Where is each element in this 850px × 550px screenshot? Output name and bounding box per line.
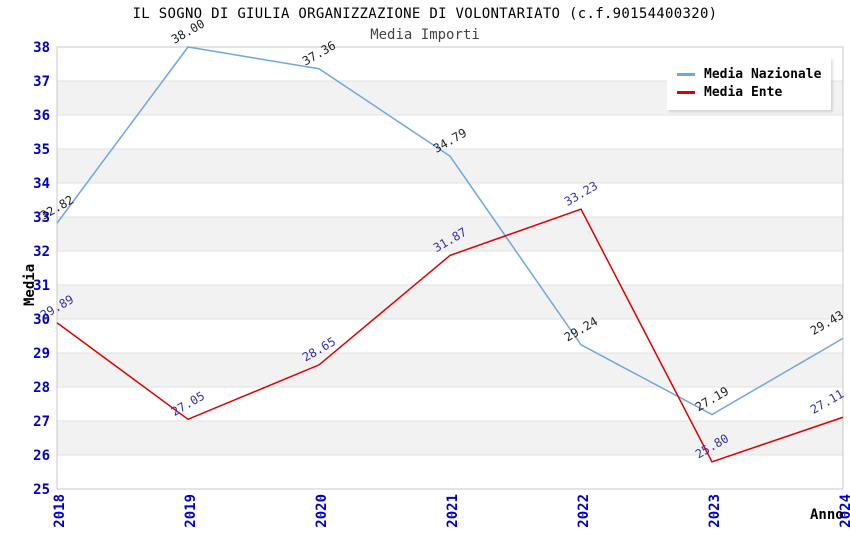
y-tick-label: 32 bbox=[33, 244, 50, 260]
y-tick-label: 38 bbox=[33, 40, 50, 56]
y-tick-label: 27 bbox=[33, 414, 50, 430]
y-tick-label: 34 bbox=[33, 176, 50, 192]
x-axis-title: Anno bbox=[810, 507, 844, 523]
y-tick-label: 25 bbox=[33, 482, 50, 498]
legend: Media Nazionale Media Ente bbox=[667, 57, 832, 110]
value-label: 37.36 bbox=[300, 38, 338, 68]
value-label: 27.11 bbox=[808, 387, 846, 417]
y-tick-label: 35 bbox=[33, 142, 50, 158]
legend-line-swatch-blue bbox=[677, 73, 695, 76]
plot-band bbox=[57, 217, 843, 251]
y-tick-label: 37 bbox=[33, 74, 50, 90]
legend-label: Media Nazionale bbox=[704, 67, 822, 82]
y-tick-label: 31 bbox=[33, 278, 50, 294]
x-tick-label: 2021 bbox=[445, 494, 461, 528]
x-tick-label: 2020 bbox=[314, 494, 330, 528]
x-tick-label: 2018 bbox=[52, 494, 68, 528]
series-line-media-nazionale bbox=[56, 46, 844, 416]
y-tick-label: 26 bbox=[33, 448, 50, 464]
y-tick-label: 33 bbox=[33, 210, 50, 226]
x-tick-label: 2024 bbox=[838, 494, 850, 528]
series-line-media-ente bbox=[56, 208, 844, 463]
legend-item-media-nazionale: Media Nazionale bbox=[677, 67, 821, 82]
plot-band bbox=[57, 149, 843, 183]
value-label: 38.00 bbox=[169, 16, 207, 46]
x-tick-label: 2019 bbox=[183, 494, 199, 528]
legend-item-media-ente: Media Ente bbox=[677, 85, 821, 100]
y-tick-label: 29 bbox=[33, 346, 50, 362]
y-tick-label: 30 bbox=[33, 312, 50, 328]
legend-label: Media Ente bbox=[704, 85, 783, 100]
y-tick-label: 36 bbox=[33, 108, 50, 124]
plot-border bbox=[56, 46, 844, 490]
y-tick-label: 28 bbox=[33, 380, 50, 396]
legend-line-swatch-red bbox=[677, 91, 695, 94]
value-label: 27.19 bbox=[693, 384, 731, 414]
plot-band bbox=[57, 421, 843, 455]
y-axis-title: Media bbox=[22, 263, 38, 306]
x-tick-label: 2022 bbox=[576, 494, 592, 528]
x-tick-label: 2023 bbox=[707, 494, 723, 528]
chart-title: IL SOGNO DI GIULIA ORGANIZZAZIONE DI VOL… bbox=[132, 6, 718, 22]
plot-band bbox=[57, 285, 843, 319]
plot-band bbox=[57, 353, 843, 387]
chart-subtitle: Media Importi bbox=[370, 27, 480, 43]
